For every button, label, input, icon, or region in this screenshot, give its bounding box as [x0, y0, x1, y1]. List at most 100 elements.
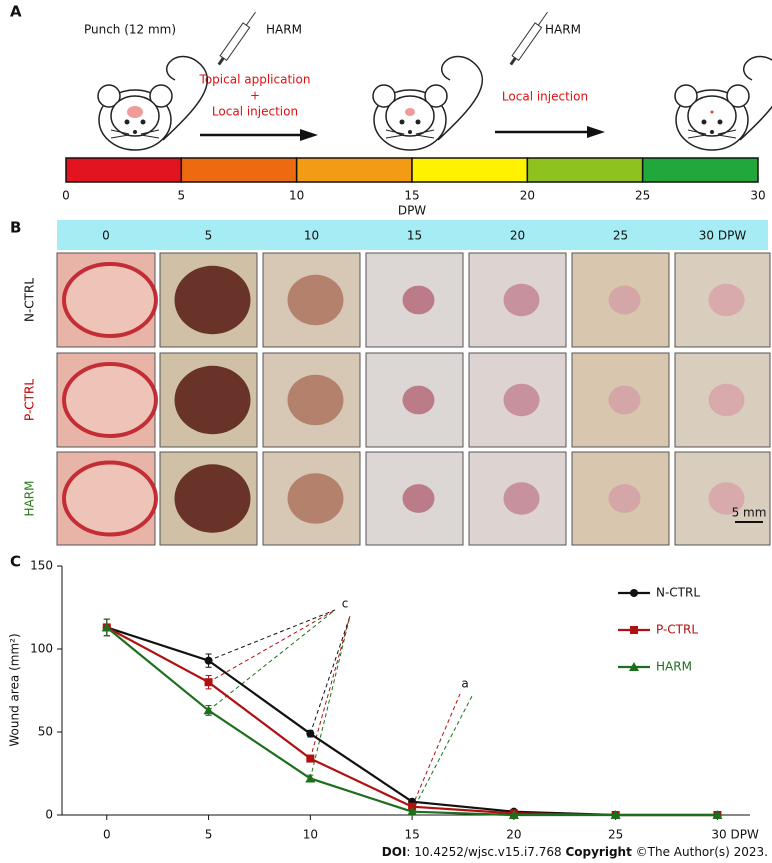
row-label: P-CTRL — [23, 379, 37, 421]
y-axis-label: Wound area (mm²) — [8, 633, 22, 746]
marker — [629, 662, 639, 671]
chart: 0 50 100 150 0 5 10 15 20 25 30 DPW c a N-CTRL P-CTRL H… — [30, 559, 759, 842]
photo-grid: 0 5 10 15 20 25 30 DPW N-CTRL P-CTRL HARM — [23, 229, 771, 546]
mouse — [674, 55, 772, 151]
panel-label: A — [10, 3, 22, 21]
column-label: 25 — [613, 229, 628, 243]
timeline-tick: 20 — [520, 189, 535, 203]
panel-label: B — [10, 219, 21, 237]
footer: DOI: 10.4252/wjsc.v15.i7.768 Copyright ©… — [382, 845, 768, 859]
mouse — [97, 55, 209, 151]
column-label: 10 — [304, 229, 319, 243]
timeline-segment — [65, 157, 183, 183]
wound — [503, 482, 540, 515]
wound — [708, 383, 745, 417]
wound — [62, 460, 158, 537]
annotation-connector — [208, 609, 336, 711]
x-tick-label: 15 — [404, 828, 419, 842]
copyright: ©The Author(s) 2023. — [636, 845, 768, 859]
wound — [608, 484, 641, 513]
wound — [287, 274, 344, 326]
y-tick-label: 150 — [30, 559, 53, 573]
annotation-connector — [411, 693, 461, 807]
marker — [407, 806, 418, 816]
wound — [174, 265, 251, 335]
wound — [287, 374, 344, 426]
wound — [62, 262, 158, 338]
timeline-tick: 15 — [404, 189, 419, 203]
y-tick-label: 100 — [30, 642, 53, 656]
wound — [287, 473, 344, 524]
x-tick-label: 25 — [608, 828, 623, 842]
legend-label: N-CTRL — [656, 586, 700, 600]
series-line — [106, 626, 718, 817]
marker — [204, 656, 213, 665]
legend-label: HARM — [656, 660, 692, 674]
marker — [306, 754, 315, 763]
y-tick-label: 50 — [38, 725, 53, 739]
drug-label: HARM — [266, 23, 302, 37]
annotation: a — [461, 677, 468, 691]
wound — [503, 383, 540, 417]
column-label: 0 — [102, 229, 110, 243]
wound — [402, 385, 435, 415]
annotation: c — [342, 597, 349, 611]
marker — [630, 626, 638, 634]
step-label: Topical application — [199, 73, 311, 87]
mouse — [372, 55, 484, 151]
timeline-tick: 30 — [750, 189, 765, 203]
timeline-segment — [411, 157, 529, 183]
marker — [204, 678, 213, 687]
timeline-segment — [180, 157, 298, 183]
row-label: N-CTRL — [23, 278, 37, 322]
doi-label: DOI — [382, 845, 407, 859]
row-label: HARM — [23, 481, 37, 517]
arrow — [200, 129, 318, 141]
annotation-connector — [309, 615, 351, 779]
annotation-connector — [208, 609, 336, 683]
timeline: 0 5 10 15 20 25 30 DPW — [62, 157, 766, 218]
column-label: 15 — [407, 229, 422, 243]
column-label: 30 DPW — [699, 229, 747, 243]
column-label: 5 — [205, 229, 213, 243]
marker — [203, 705, 214, 715]
wound — [608, 285, 641, 315]
column-label: 20 — [510, 229, 525, 243]
marker — [101, 622, 112, 632]
marker — [630, 589, 638, 597]
marker — [712, 810, 723, 819]
timeline-tick: 5 — [178, 189, 186, 203]
timeline-tick: 25 — [635, 189, 650, 203]
annotation-connector — [411, 695, 473, 812]
wound — [174, 365, 251, 435]
wound — [402, 484, 435, 513]
marker — [306, 729, 315, 738]
marker — [508, 810, 519, 819]
wound — [62, 362, 158, 438]
x-tick-label: 5 — [205, 828, 213, 842]
wound — [608, 385, 641, 415]
annotation-connector — [208, 609, 336, 662]
copyright-label: Copyright — [565, 845, 632, 859]
panel-label: C — [10, 553, 21, 571]
wound-photo — [468, 451, 567, 546]
syringe — [217, 11, 256, 66]
wound — [174, 464, 251, 533]
annotation-connector — [309, 615, 351, 734]
step-label: Local injection — [212, 105, 298, 119]
punch-label: Punch (12 mm) — [84, 23, 176, 37]
wound — [708, 283, 745, 317]
arrow — [495, 126, 605, 138]
step-label: + — [250, 89, 260, 103]
x-tick-label: 10 — [303, 828, 318, 842]
x-tick-label: 30 DPW — [711, 828, 759, 842]
timeline-tick: 0 — [62, 189, 70, 203]
wound — [708, 482, 745, 515]
marker — [610, 810, 621, 819]
y-tick-label: 0 — [45, 808, 53, 822]
wound — [402, 285, 435, 315]
marker — [305, 773, 316, 783]
step-label: Local injection — [502, 90, 588, 104]
timeline-segment — [526, 157, 644, 183]
